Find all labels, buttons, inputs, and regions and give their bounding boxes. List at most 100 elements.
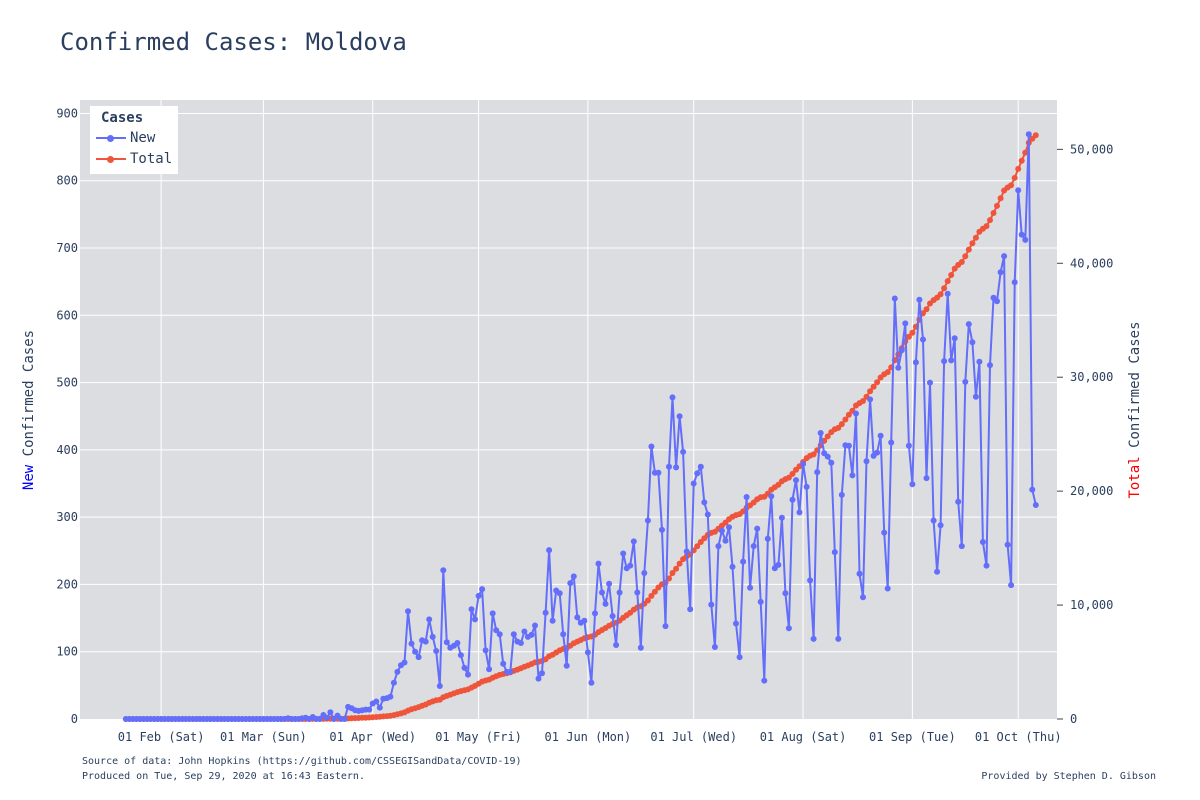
series-new-point: [761, 677, 768, 684]
series-new-point: [683, 548, 690, 555]
series-new-point: [768, 493, 775, 500]
series-new-point: [546, 547, 553, 554]
series-total-point: [1015, 165, 1022, 172]
series-new-point: [979, 539, 986, 545]
series-total-point: [948, 272, 955, 278]
chart-title: Confirmed Cases: Moldova: [60, 28, 407, 56]
series-new-point: [708, 601, 715, 608]
series-total-point: [972, 234, 979, 241]
series-new-point: [500, 660, 507, 667]
series-new-point: [602, 600, 609, 607]
series-new-point: [747, 584, 754, 591]
footer-source: Source of data: John Hopkins (https://gi…: [82, 756, 522, 767]
x-tick-label: 01 Jun (Mon): [545, 730, 632, 744]
y-right-tick-label: 0: [1070, 712, 1077, 726]
series-new-point: [648, 443, 655, 450]
series-total-point: [867, 388, 874, 395]
series-total-point: [874, 379, 881, 386]
series-new-point: [595, 560, 602, 567]
series-new-point: [405, 608, 411, 615]
series-new-point: [556, 590, 563, 597]
series-total-point: [648, 592, 655, 599]
series-new-point: [659, 526, 665, 533]
y-left-tick-label: 700: [56, 241, 78, 255]
series-total-point: [987, 217, 993, 224]
series-new-point: [641, 570, 648, 576]
series-total-point: [923, 306, 930, 313]
series-new-point: [796, 509, 803, 516]
series-total-point: [884, 369, 891, 376]
x-tick-label: 01 Mar (Sun): [220, 730, 307, 744]
footer-produced: Produced on Tue, Sep 29, 2020 at 16:43 E…: [82, 771, 365, 782]
series-new-point: [754, 525, 761, 532]
y-left-tick-label: 900: [56, 106, 78, 120]
series-new-point: [327, 709, 334, 716]
series-new-point: [528, 631, 535, 638]
series-new-point: [789, 496, 796, 503]
series-total-point: [941, 285, 948, 292]
series-new-point: [539, 670, 545, 677]
series-new-point: [817, 430, 824, 436]
series-new-point: [1015, 187, 1022, 194]
series-new-point: [680, 448, 687, 455]
series-new-point: [888, 439, 895, 446]
series-total-point: [1032, 132, 1039, 139]
series-new-point: [733, 620, 739, 627]
series-new-point: [373, 698, 380, 705]
series-total-point: [997, 195, 1004, 202]
series-new-point: [316, 716, 323, 722]
series-new-point: [454, 640, 461, 646]
series-new-point: [510, 631, 517, 638]
series-new-point: [782, 590, 789, 597]
series-new-point: [726, 524, 732, 531]
series-new-point: [941, 358, 948, 365]
y-right-tick-label: 20,000: [1070, 484, 1113, 498]
series-new-point: [592, 610, 598, 617]
series-new-point: [570, 573, 577, 580]
series-new-point: [1004, 541, 1011, 548]
series-new-point: [736, 654, 743, 661]
series-new-point: [743, 494, 750, 500]
series-total-point: [676, 560, 683, 567]
series-new-point: [785, 625, 792, 632]
series-new-point: [831, 549, 838, 556]
series-new-point: [881, 529, 888, 536]
series-new-point: [535, 675, 542, 682]
y-right-tick-label: 30,000: [1070, 370, 1113, 384]
series-new-point: [965, 321, 972, 328]
series-total-point: [870, 383, 877, 390]
series-new-point: [401, 659, 408, 666]
footer-credit: Provided by Stephen D. Gibson: [981, 771, 1156, 782]
series-new-point: [930, 517, 937, 524]
series-new-point: [408, 640, 415, 647]
series-new-point: [620, 550, 627, 557]
series-new-point: [606, 580, 613, 587]
series-new-point: [443, 639, 450, 646]
series-new-point: [634, 589, 641, 596]
series-new-point: [874, 449, 881, 456]
series-new-point: [669, 394, 676, 401]
series-new-point: [609, 613, 616, 620]
series-new-point: [814, 469, 821, 476]
series-new-point: [835, 635, 842, 642]
series-total-point: [905, 333, 912, 340]
series-new-point: [690, 480, 697, 487]
series-new-point: [394, 668, 401, 675]
series-total-point: [673, 565, 680, 572]
series-new-point: [436, 683, 443, 689]
series-new-point: [415, 654, 422, 661]
series-total-point: [651, 588, 658, 595]
x-tick-label: 01 Oct (Thu): [975, 730, 1062, 744]
series-total-point: [1018, 157, 1025, 164]
series-total-point: [785, 474, 792, 481]
series-total-point: [909, 329, 916, 336]
series-new-point: [542, 609, 549, 616]
series-new-point: [627, 562, 634, 569]
series-new-point: [912, 359, 919, 366]
series-new-point: [429, 633, 436, 640]
series-new-point: [581, 617, 588, 624]
series-new-point: [465, 671, 471, 678]
series-total-point: [644, 597, 651, 604]
